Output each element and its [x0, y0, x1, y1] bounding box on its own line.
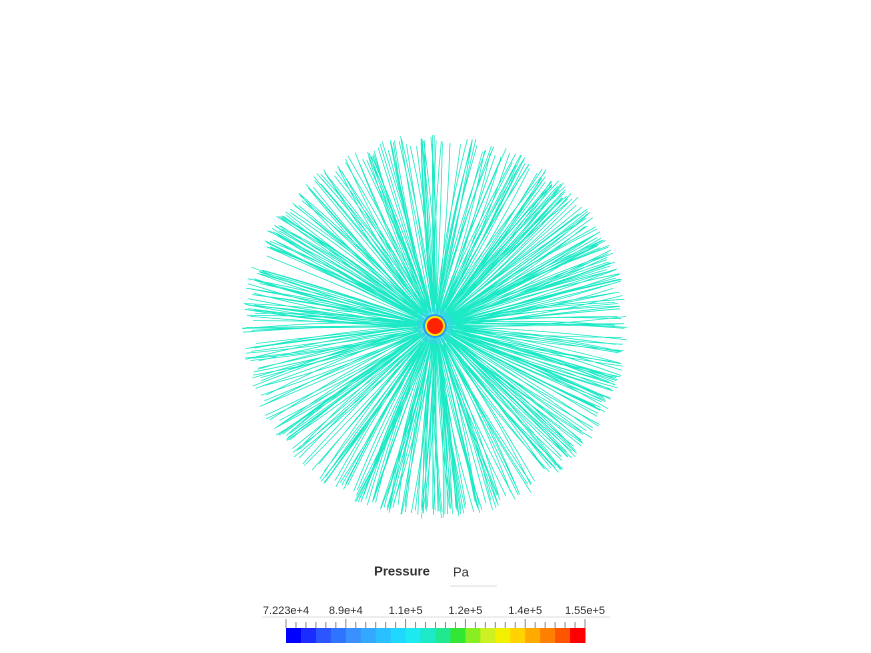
- tick-label: 1.1e+5: [389, 605, 423, 617]
- tick-label: 1.55e+5: [565, 605, 605, 617]
- tick-label: 1.2e+5: [448, 605, 482, 617]
- color-step: [555, 628, 571, 643]
- tick-label: 7.223e+4: [263, 605, 309, 617]
- color-step: [315, 628, 332, 643]
- color-step: [405, 628, 422, 643]
- core: [427, 318, 443, 334]
- color-step: [300, 628, 317, 643]
- color-step: [480, 628, 496, 643]
- color-step: [435, 628, 451, 643]
- legend-unit: Pa: [453, 564, 470, 579]
- color-step: [540, 628, 556, 643]
- color-step: [450, 628, 466, 643]
- color-step: [510, 628, 526, 643]
- color-step: [495, 628, 511, 643]
- color-legend: Pressure Pa 7.223e+4 8.9e+4 1.1e+5 1.2e+5 1.…: [262, 563, 610, 643]
- color-step: [420, 628, 436, 643]
- color-step: [465, 628, 481, 643]
- color-step: [330, 628, 347, 643]
- streamlines: [242, 134, 627, 519]
- color-step: [375, 628, 392, 643]
- legend-title: Pressure: [374, 563, 430, 578]
- color-step: [390, 628, 407, 643]
- color-step: [286, 628, 302, 643]
- color-step: [360, 628, 377, 643]
- streamline-bundle: [242, 134, 627, 519]
- color-step: [345, 628, 362, 643]
- color-step: [525, 628, 541, 643]
- ticks: 7.223e+4 8.9e+4 1.1e+5 1.2e+5 1.4e+5 1.55e+5: [263, 605, 605, 628]
- color-step: [570, 628, 586, 643]
- tick-label: 1.4e+5: [508, 605, 542, 617]
- color-bar: [286, 628, 586, 643]
- tick-label: 8.9e+4: [329, 605, 363, 617]
